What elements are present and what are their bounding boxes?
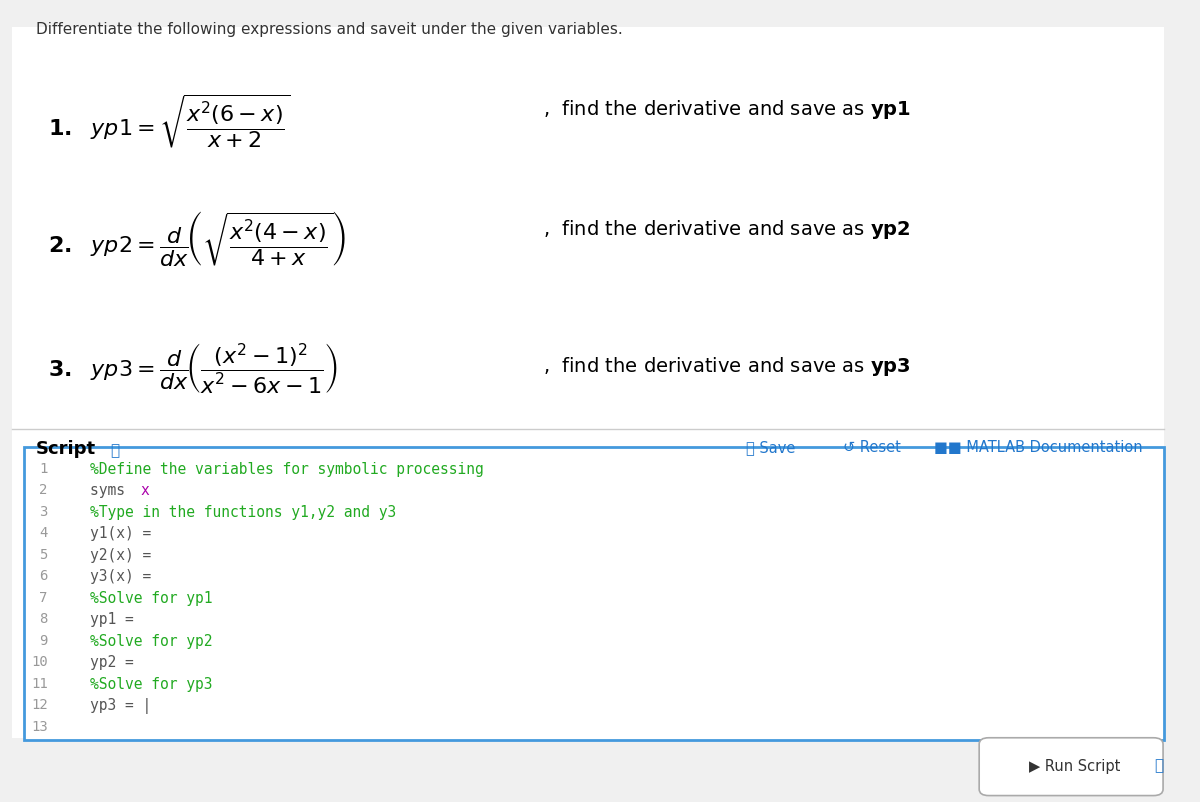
Text: Differentiate the following expressions and saveit under the given variables.: Differentiate the following expressions … (36, 22, 623, 38)
Text: y3(x) =: y3(x) = (90, 569, 151, 584)
Text: 5: 5 (40, 547, 48, 561)
Text: y1(x) =: y1(x) = (90, 525, 151, 541)
Text: 7: 7 (40, 590, 48, 604)
Text: 1: 1 (40, 461, 48, 475)
Text: ,  find the derivative and save as $\mathbf{yp1}$: , find the derivative and save as $\math… (544, 98, 911, 121)
FancyBboxPatch shape (12, 28, 1164, 738)
Text: %Type in the functions y1,y2 and y3: %Type in the functions y1,y2 and y3 (90, 504, 396, 519)
Text: 💾 Save: 💾 Save (746, 439, 796, 455)
Text: ,  find the derivative and save as $\mathbf{yp2}$: , find the derivative and save as $\math… (544, 218, 911, 241)
FancyBboxPatch shape (24, 448, 1164, 740)
Text: ⓘ: ⓘ (110, 443, 119, 458)
Text: Script: Script (36, 439, 96, 457)
Text: 8: 8 (40, 612, 48, 626)
Text: %Solve for yp2: %Solve for yp2 (90, 633, 212, 648)
Text: ⓘ: ⓘ (1154, 758, 1164, 772)
Text: %Solve for yp3: %Solve for yp3 (90, 676, 212, 691)
Text: x: x (140, 483, 150, 497)
Text: 12: 12 (31, 698, 48, 711)
Text: 10: 10 (31, 654, 48, 669)
Text: yp1 =: yp1 = (90, 612, 133, 626)
Text: y2(x) =: y2(x) = (90, 547, 151, 562)
Text: ▶ Run Script: ▶ Run Script (1030, 758, 1121, 772)
Text: %Solve for yp1: %Solve for yp1 (90, 590, 212, 605)
Text: 4: 4 (40, 525, 48, 540)
Text: %Define the variables for symbolic processing: %Define the variables for symbolic proce… (90, 461, 484, 476)
Text: 2: 2 (40, 483, 48, 496)
Text: 3: 3 (40, 504, 48, 518)
Text: 9: 9 (40, 633, 48, 647)
Text: ■■ MATLAB Documentation: ■■ MATLAB Documentation (934, 439, 1142, 455)
Text: 6: 6 (40, 569, 48, 582)
Text: ↺ Reset: ↺ Reset (844, 439, 901, 455)
Text: 11: 11 (31, 676, 48, 690)
Text: $\mathbf{3.}\ \ \mathit{yp3} = \dfrac{d}{dx}\!\left(\dfrac{(x^2-1)^2}{x^2-6x-1}\: $\mathbf{3.}\ \ \mathit{yp3} = \dfrac{d}… (48, 341, 337, 395)
Text: $\mathbf{2.}\ \ \mathit{yp2} = \dfrac{d}{dx}\!\left(\sqrt{\dfrac{x^2(4-x)}{4+x}}: $\mathbf{2.}\ \ \mathit{yp2} = \dfrac{d}… (48, 209, 346, 267)
Text: yp3 = |: yp3 = | (90, 698, 151, 714)
Text: ,  find the derivative and save as $\mathbf{yp3}$: , find the derivative and save as $\math… (544, 354, 911, 378)
FancyBboxPatch shape (979, 738, 1163, 796)
Text: yp2 =: yp2 = (90, 654, 133, 670)
Text: syms: syms (90, 483, 133, 497)
Text: $\mathbf{1.}\ \ \mathit{yp1} = \sqrt{\dfrac{x^2(6-x)}{x+2}}$: $\mathbf{1.}\ \ \mathit{yp1} = \sqrt{\df… (48, 92, 290, 150)
Text: 13: 13 (31, 719, 48, 733)
